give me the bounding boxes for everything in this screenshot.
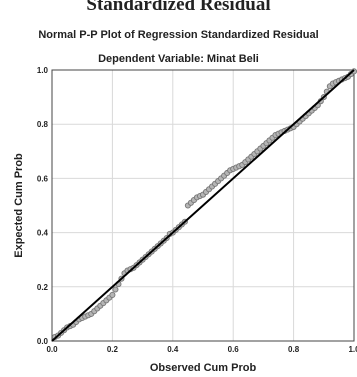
x-axis-label: Observed Cum Prob [150, 362, 257, 374]
page-header-text: Standardized Residual [86, 0, 271, 15]
x-tick-label: 1.0 [348, 345, 357, 354]
y-tick-label: 0.0 [37, 337, 49, 346]
data-point [112, 286, 119, 293]
y-tick-label: 0.4 [37, 229, 49, 238]
y-axis-label: Expected Cum Prob [13, 153, 25, 258]
x-tick-label: 0.0 [46, 345, 58, 354]
x-tick-label: 0.2 [107, 345, 119, 354]
x-tick-label: 0.4 [167, 345, 179, 354]
chart-subtitle: Dependent Variable: Minat Beli [98, 53, 259, 65]
data-point [109, 291, 116, 298]
chart-title: Normal P-P Plot of Regression Standardiz… [38, 29, 319, 41]
reference-line [51, 69, 355, 342]
plot-frame [51, 69, 355, 342]
y-tick-label: 0.6 [37, 174, 49, 183]
x-tick-label: 0.8 [288, 345, 300, 354]
x-tick-label: 0.6 [228, 345, 240, 354]
y-tick-label: 0.2 [37, 283, 49, 292]
y-tick-label: 0.8 [37, 120, 49, 129]
y-tick-label: 1.0 [37, 66, 49, 75]
